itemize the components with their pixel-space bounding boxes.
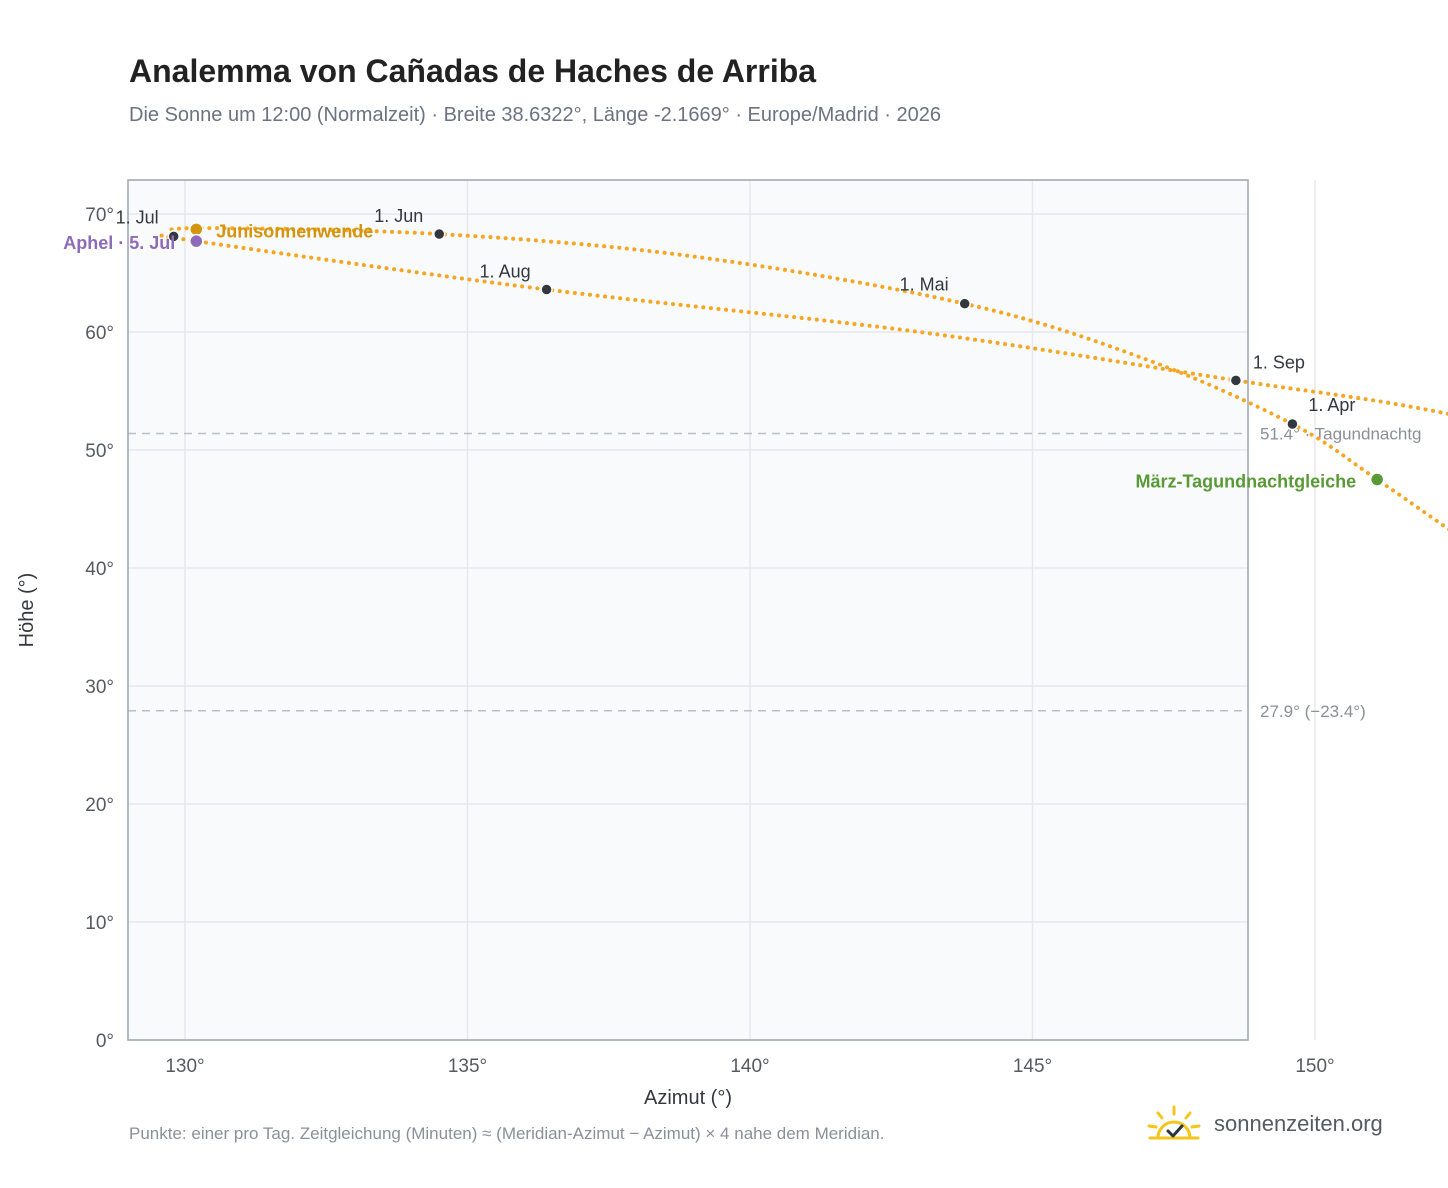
x-axis-label: Azimut (°) xyxy=(644,1087,732,1109)
y-tick-label: 70° xyxy=(85,205,114,226)
chart-title: Analemma von Cañadas de Haches de Arriba xyxy=(129,53,817,89)
x-tick-label: 140° xyxy=(730,1056,769,1077)
footnote: Punkte: einer pro Tag. Zeitgleichung (Mi… xyxy=(129,1124,885,1143)
month-label: 1. Sep xyxy=(1253,352,1305,372)
month-marker xyxy=(167,230,180,243)
y-tick-label: 10° xyxy=(85,913,114,934)
month-label: 1. Apr xyxy=(1308,395,1355,415)
month-marker xyxy=(1229,374,1243,387)
x-tick-label: 150° xyxy=(1295,1056,1334,1077)
month-label: 1. Mai xyxy=(900,275,949,295)
event-marker xyxy=(1369,472,1385,487)
analemma-curve xyxy=(159,226,1448,532)
plot-background xyxy=(128,180,1248,1040)
month-marker xyxy=(433,227,446,241)
y-tick-label: 20° xyxy=(85,795,114,816)
event-label: Aphel · 5. Jul xyxy=(63,233,175,253)
axes: Azimut (°) Höhe (°) 130° 135° 140° 145° 150°… xyxy=(16,205,1335,1109)
month-marker xyxy=(958,297,971,310)
x-tick-label: 145° xyxy=(1013,1056,1052,1077)
brand[interactable]: sonnenzeiten.org xyxy=(1146,1100,1383,1148)
plot-border xyxy=(127,179,1249,1041)
x-tick-label: 130° xyxy=(165,1056,204,1077)
event-label: März-Tagundnachtgleiche xyxy=(1135,472,1356,492)
y-tick-label: 60° xyxy=(85,323,114,344)
y-tick-label: 50° xyxy=(85,441,114,462)
month-marker xyxy=(540,283,553,296)
brand-name[interactable]: sonnenzeiten.org xyxy=(1214,1111,1383,1136)
reference-line-label: 27.9° (−23.4°) xyxy=(1260,702,1366,721)
month-label: 1. Jul xyxy=(116,207,159,227)
chart-subtitle: Die Sonne um 12:00 (Normalzeit) · Breite… xyxy=(129,104,942,126)
sun-logo-icon xyxy=(1147,1105,1201,1140)
analemma-daily-points xyxy=(159,226,1448,532)
month-label: 1. Jun xyxy=(374,206,423,226)
event-marker xyxy=(189,233,204,249)
x-tick-label: 135° xyxy=(448,1056,487,1077)
event-label: Junisonnenwende xyxy=(216,221,373,241)
month-marker xyxy=(1286,417,1299,431)
y-tick-label: 30° xyxy=(85,677,114,698)
month-label: 1. Aug xyxy=(480,262,531,282)
y-tick-label: 40° xyxy=(85,559,114,580)
y-axis-label: Höhe (°) xyxy=(16,573,38,648)
reference-line-label: 51.4° · Tagundnachtg xyxy=(1260,424,1422,443)
y-tick-label: 0° xyxy=(96,1031,114,1052)
reference-lines: 51.4° · Tagundnachtg 27.9° (−23.4°) xyxy=(128,424,1422,721)
event-markers: Junisonnenwende Aphel · 5. Jul März-Tagund… xyxy=(63,221,1385,492)
